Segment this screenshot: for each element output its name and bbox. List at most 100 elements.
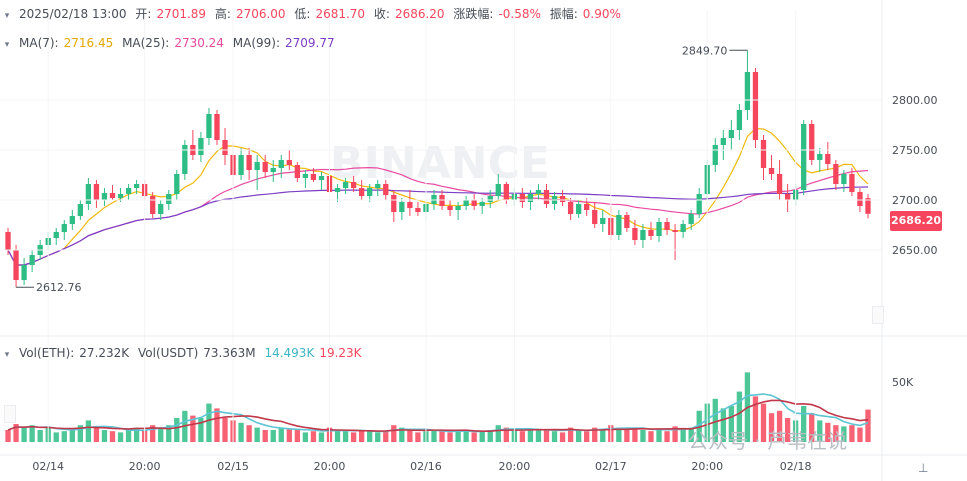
chart-settings-icon[interactable] (872, 306, 884, 324)
volume-bar[interactable] (487, 430, 493, 442)
candle[interactable] (238, 148, 244, 180)
volume-bar[interactable] (817, 420, 823, 442)
volume-bar[interactable] (375, 432, 381, 442)
volume-bar[interactable] (85, 420, 92, 442)
candle[interactable] (415, 202, 421, 216)
ma-collapse-caret-icon[interactable]: ▾ (4, 40, 10, 50)
volume-bar[interactable] (849, 425, 855, 442)
candle[interactable] (567, 198, 574, 220)
volume-bar[interactable] (29, 425, 35, 442)
volume-bar[interactable] (198, 418, 204, 442)
candle[interactable] (407, 190, 413, 216)
candle[interactable] (487, 190, 493, 208)
candle[interactable] (182, 140, 188, 180)
volume-bar[interactable] (728, 406, 735, 442)
volume-bar[interactable] (543, 430, 550, 442)
volume-bar[interactable] (857, 427, 863, 442)
candle[interactable] (624, 212, 630, 232)
candle[interactable] (214, 110, 220, 145)
volume-bar[interactable] (101, 430, 108, 442)
candle[interactable] (632, 220, 638, 245)
candle[interactable] (640, 224, 646, 248)
candle[interactable] (350, 176, 357, 192)
volume-bar[interactable] (825, 422, 831, 442)
candle[interactable] (399, 198, 405, 220)
candle[interactable] (93, 180, 100, 208)
scale-toggle-icon[interactable]: ⊥ (918, 461, 929, 475)
candle[interactable] (600, 210, 606, 232)
candle[interactable] (262, 155, 268, 178)
volume-bar[interactable] (736, 391, 743, 442)
volume-bar[interactable] (391, 425, 397, 442)
candle[interactable] (551, 192, 558, 210)
candle[interactable] (495, 174, 501, 200)
candle[interactable] (648, 222, 654, 240)
volume-bar[interactable] (672, 426, 678, 442)
candle[interactable] (736, 104, 743, 140)
candle[interactable] (53, 228, 59, 245)
candle[interactable] (358, 180, 365, 200)
volume-bar[interactable] (616, 427, 622, 442)
volume-bar[interactable] (664, 431, 670, 442)
candle[interactable] (841, 170, 847, 192)
candle[interactable] (696, 188, 702, 218)
volume-bar[interactable] (350, 432, 357, 442)
volume-bar[interactable] (841, 426, 847, 442)
candle[interactable] (768, 155, 775, 180)
volume-bar[interactable] (310, 431, 317, 442)
volume-bar[interactable] (584, 431, 590, 442)
volume-bar[interactable] (150, 425, 156, 442)
volume-bar[interactable] (495, 425, 501, 442)
volume-bar[interactable] (318, 432, 325, 442)
candle[interactable] (286, 150, 292, 170)
candle[interactable] (302, 170, 309, 188)
volume-bar[interactable] (527, 430, 534, 442)
volume-bar[interactable] (254, 427, 260, 442)
candle[interactable] (61, 220, 67, 240)
volume-bar[interactable] (262, 430, 268, 442)
volume-bar[interactable] (13, 424, 19, 442)
pane-handle-icon[interactable] (4, 405, 16, 423)
candle[interactable] (865, 194, 871, 219)
volume-bar[interactable] (286, 428, 292, 442)
volume-bar[interactable] (471, 432, 477, 442)
volume-bar[interactable] (688, 427, 694, 442)
candle[interactable] (5, 228, 11, 255)
candle[interactable] (222, 128, 228, 165)
candle[interactable] (656, 218, 662, 242)
candle[interactable] (543, 184, 550, 208)
volume-bar[interactable] (447, 432, 453, 442)
volume-bar[interactable] (519, 431, 526, 442)
candle[interactable] (246, 148, 252, 180)
volume-bar[interactable] (342, 431, 349, 442)
volume-bar[interactable] (624, 430, 630, 442)
volume-bar[interactable] (93, 427, 100, 442)
candle[interactable] (784, 184, 791, 212)
volume-bar[interactable] (833, 425, 839, 442)
candle[interactable] (278, 155, 284, 178)
volume-bar[interactable] (190, 415, 196, 442)
candle[interactable] (559, 190, 566, 206)
volume-bar[interactable] (640, 430, 646, 442)
collapse-caret-icon[interactable]: ▾ (4, 11, 10, 21)
volume-bar[interactable] (439, 431, 445, 442)
candle[interactable] (479, 198, 485, 214)
candle[interactable] (463, 196, 469, 210)
volume-bar[interactable] (358, 431, 365, 442)
volume-bar[interactable] (784, 418, 791, 442)
candle[interactable] (150, 192, 156, 218)
candle[interactable] (391, 190, 397, 222)
volume-bar[interactable] (567, 427, 574, 442)
volume-bar[interactable] (559, 432, 566, 442)
volume-bar[interactable] (117, 432, 124, 442)
volume-bar[interactable] (53, 432, 59, 442)
volume-bar[interactable] (592, 427, 598, 442)
candle[interactable] (133, 180, 140, 194)
volume-bar[interactable] (776, 410, 783, 442)
candle[interactable] (744, 50, 751, 120)
candle[interactable] (447, 200, 453, 216)
volume-bar[interactable] (214, 408, 220, 442)
candle[interactable] (575, 200, 582, 218)
candle[interactable] (712, 138, 718, 172)
candle[interactable] (174, 170, 180, 200)
